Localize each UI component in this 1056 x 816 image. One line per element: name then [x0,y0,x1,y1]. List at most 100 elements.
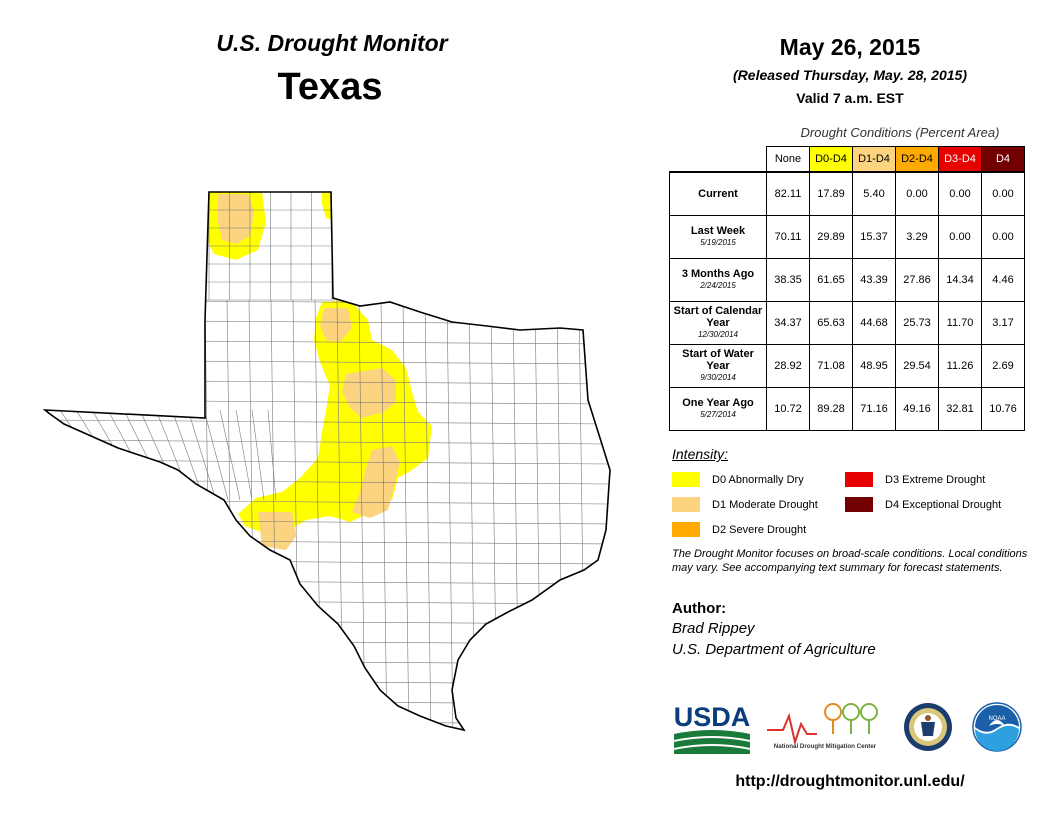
legend-item: D1 Moderate Drought [672,497,818,512]
column-header: D4 [981,146,1025,173]
legend-title: Intensity: [672,446,729,462]
author-name: Brad Rippey [672,620,755,637]
row-label-text: Current [698,188,738,200]
table-cell: 29.89 [809,215,853,259]
table-cell: 10.76 [981,387,1025,431]
website-url[interactable]: http://droughtmonitor.unl.edu/ [735,773,965,790]
row-date: 5/27/2014 [700,410,736,419]
table-cell: 28.92 [766,344,810,388]
author-organization: U.S. Department of Agriculture [672,641,876,658]
table-row: Last Week 5/19/2015 70.11 29.89 15.37 3.29 0.0… [669,215,1025,259]
table-row: One Year Ago 5/27/2014 10.72 89.28 71.16 49.1… [669,387,1025,431]
table-cell: 29.54 [895,344,939,388]
legend-label: D2 Severe Drought [712,523,807,536]
table-cell: 3.17 [981,301,1025,345]
row-date: 9/30/2014 [700,373,736,382]
table-cell: 0.00 [981,171,1025,216]
legend-item: D4 Exceptional Drought [845,497,1001,512]
row-label-text: Last Week [690,225,746,237]
table-cell: 15.37 [852,215,896,259]
valid-time: Valid 7 a.m. EST [796,90,904,106]
legend-swatch [672,522,700,537]
table-cell: 71.16 [852,387,896,431]
table-row: Start of Water Year 9/30/2014 28.92 71.08 48… [669,344,1025,388]
table-cell: 0.00 [938,171,982,216]
row-label-text: Start of Water Year [682,348,754,372]
legend-label: D0 Abnormally Dry [712,473,804,486]
table-row: 3 Months Ago 2/24/2015 38.35 61.65 43.39 27.8… [669,258,1025,302]
table-cell: 71.08 [809,344,853,388]
d1-area-hill-country [352,446,400,518]
row-label: Start of Calendar Year 12/30/2014 [669,301,767,345]
table-cell: 34.37 [766,301,810,345]
legend-label: D1 Moderate Drought [712,498,818,511]
table-title: Drought Conditions (Percent Area) [800,125,1000,140]
legend-item: D0 Abnormally Dry [672,472,804,487]
column-header: D3-D4 [938,146,982,173]
drought-layer [45,192,610,730]
table-cell: 2.69 [981,344,1025,388]
table-cell: 17.89 [809,171,853,216]
svg-text:NOAA: NOAA [988,716,1005,722]
row-label-text: One Year Ago [682,397,754,409]
table-cell: 11.70 [938,301,982,345]
column-header: D2-D4 [895,146,939,173]
row-date: 12/30/2014 [697,330,739,339]
row-date: 2/24/2015 [700,281,736,290]
row-label-text: 3 Months Ago [681,268,755,280]
table-cell: 10.72 [766,387,810,431]
d0-area-panhandle-east [322,192,333,220]
map-date: May 26, 2015 [779,34,921,60]
table-cell: 11.26 [938,344,982,388]
state-title: Texas [277,66,383,108]
table-cell: 14.34 [938,258,982,302]
monitor-title: U.S. Drought Monitor [216,30,448,56]
table-cell: 49.16 [895,387,939,431]
legend-swatch [845,472,873,487]
legend-swatch [845,497,873,512]
svg-text:National Drought Mitigation Ce: National Drought Mitigation Center [774,743,877,750]
ndmc-logo: National Drought Mitigation Center [767,703,878,750]
svg-text:USDA: USDA [674,702,751,732]
legend-label: D4 Exceptional Drought [885,498,1002,511]
table-cell: 48.95 [852,344,896,388]
usda-logo: USDA [674,702,751,754]
row-label: Current [669,171,767,216]
table-cell: 3.29 [895,215,939,259]
table-row: Current 82.11 17.89 5.40 0.00 0.00 0.00 [669,171,1025,216]
column-header: D0-D4 [809,146,853,173]
table-cell: 32.81 [938,387,982,431]
table-cell: 0.00 [938,215,982,259]
table-cell: 70.11 [766,215,810,259]
texas-drought-map [44,191,611,731]
row-label-text: Start of Calendar Year [673,305,763,329]
table-cell: 0.00 [895,171,939,216]
release-date: (Released Thursday, May. 28, 2015) [733,67,967,83]
table-cell: 82.11 [766,171,810,216]
row-date: 5/19/2015 [700,238,736,247]
noaa-logo: NOAA [972,702,1022,752]
table-cell: 25.73 [895,301,939,345]
table-cell: 4.46 [981,258,1025,302]
d1-area-north-central [320,308,352,342]
disclaimer-note: The Drought Monitor focuses on broad-sca… [672,548,1028,574]
commerce-seal-icon [904,703,952,751]
table-cell: 38.35 [766,258,810,302]
table-corner [669,146,767,173]
table-cell: 89.28 [809,387,853,431]
row-label: 3 Months Ago 2/24/2015 [669,258,767,302]
row-label: Last Week 5/19/2015 [669,215,767,259]
table-cell: 5.40 [852,171,896,216]
table-cell: 44.68 [852,301,896,345]
column-header: None [766,146,810,173]
drought-conditions-table: None D0-D4 D1-D4 D2-D4 D3-D4 D4 Current 82.11 17… [669,146,1025,431]
table-cell: 43.39 [852,258,896,302]
d1-area-panhandle [218,194,254,244]
table-row: Start of Calendar Year 12/30/2014 34.37 65.… [669,301,1025,345]
legend-item: D2 Severe Drought [672,522,806,537]
author-heading: Author: [672,600,727,617]
legend-label: D3 Extreme Drought [885,473,986,486]
row-label: Start of Water Year 9/30/2014 [669,344,767,388]
row-label: One Year Ago 5/27/2014 [669,387,767,431]
table-cell: 27.86 [895,258,939,302]
